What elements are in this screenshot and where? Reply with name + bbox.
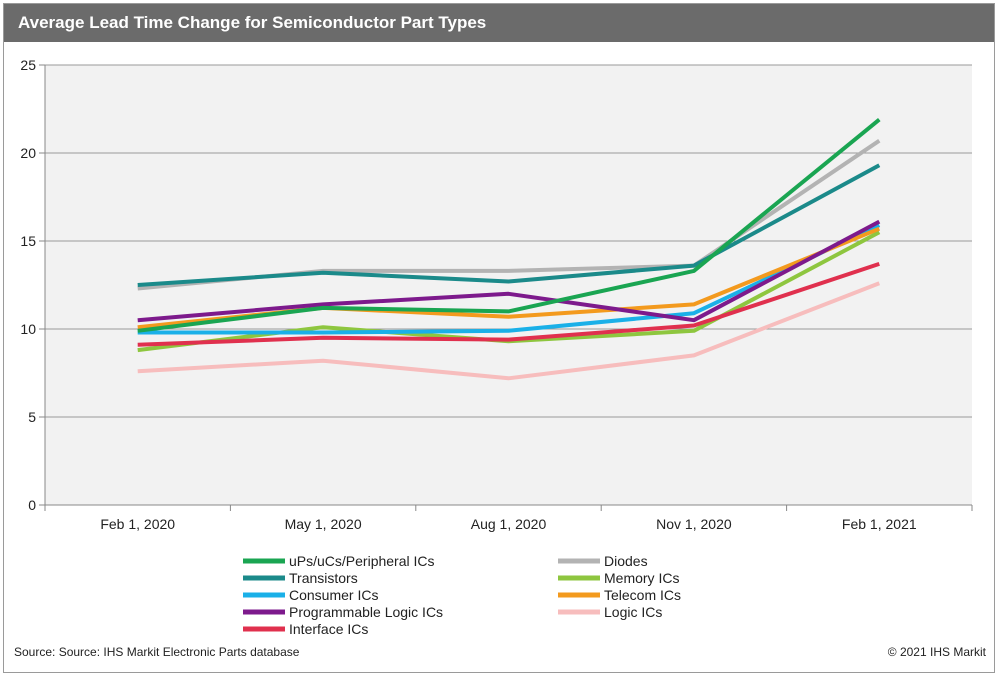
x-tick-label: May 1, 2020 [285, 516, 362, 532]
legend-label: Transistors [289, 570, 358, 586]
series-line-8 [137, 262, 880, 347]
legend: uPs/uCs/Peripheral ICs Diodes Transistors M… [243, 553, 681, 637]
y-tick-label: 0 [28, 497, 36, 513]
legend-label: Telecom ICs [604, 587, 681, 603]
legend-label: Logic ICs [604, 604, 662, 620]
y-tick-label: 5 [28, 409, 36, 425]
copyright-note: © 2021 IHS Markit [887, 645, 986, 659]
x-tick-label: Feb 1, 2021 [842, 516, 917, 532]
legend-label: uPs/uCs/Peripheral ICs [289, 553, 435, 569]
series-line-6 [137, 219, 881, 323]
series-line-2 [137, 163, 881, 287]
y-tick-label: 10 [20, 321, 36, 337]
legend-label: Consumer ICs [289, 587, 378, 603]
x-tick-label: Aug 1, 2020 [471, 516, 547, 532]
y-tick-label: 15 [20, 233, 36, 249]
legend-label: Interface ICs [289, 621, 368, 637]
legend-label: Programmable Logic ICs [289, 604, 443, 620]
series-line-4 [137, 223, 881, 335]
series-lines [137, 118, 881, 381]
chart-title: Average Lead Time Change for Semiconduct… [4, 4, 994, 42]
source-note: Source: Source: IHS Markit Electronic Pa… [14, 645, 300, 659]
y-axis: 0 5 10 15 20 25 [20, 57, 46, 513]
x-axis: Feb 1, 2020 May 1, 2020 Aug 1, 2020 Nov 1, … [44, 505, 973, 532]
x-tick-label: Feb 1, 2020 [100, 516, 175, 532]
y-tick-label: 25 [20, 57, 36, 73]
y-tick-label: 20 [20, 145, 36, 161]
legend-label: Diodes [604, 553, 648, 569]
legend-label: Memory ICs [604, 570, 679, 586]
series-line-0 [137, 118, 881, 333]
gridlines [45, 64, 972, 506]
series-line-7 [137, 281, 881, 381]
x-tick-label: Nov 1, 2020 [656, 516, 732, 532]
